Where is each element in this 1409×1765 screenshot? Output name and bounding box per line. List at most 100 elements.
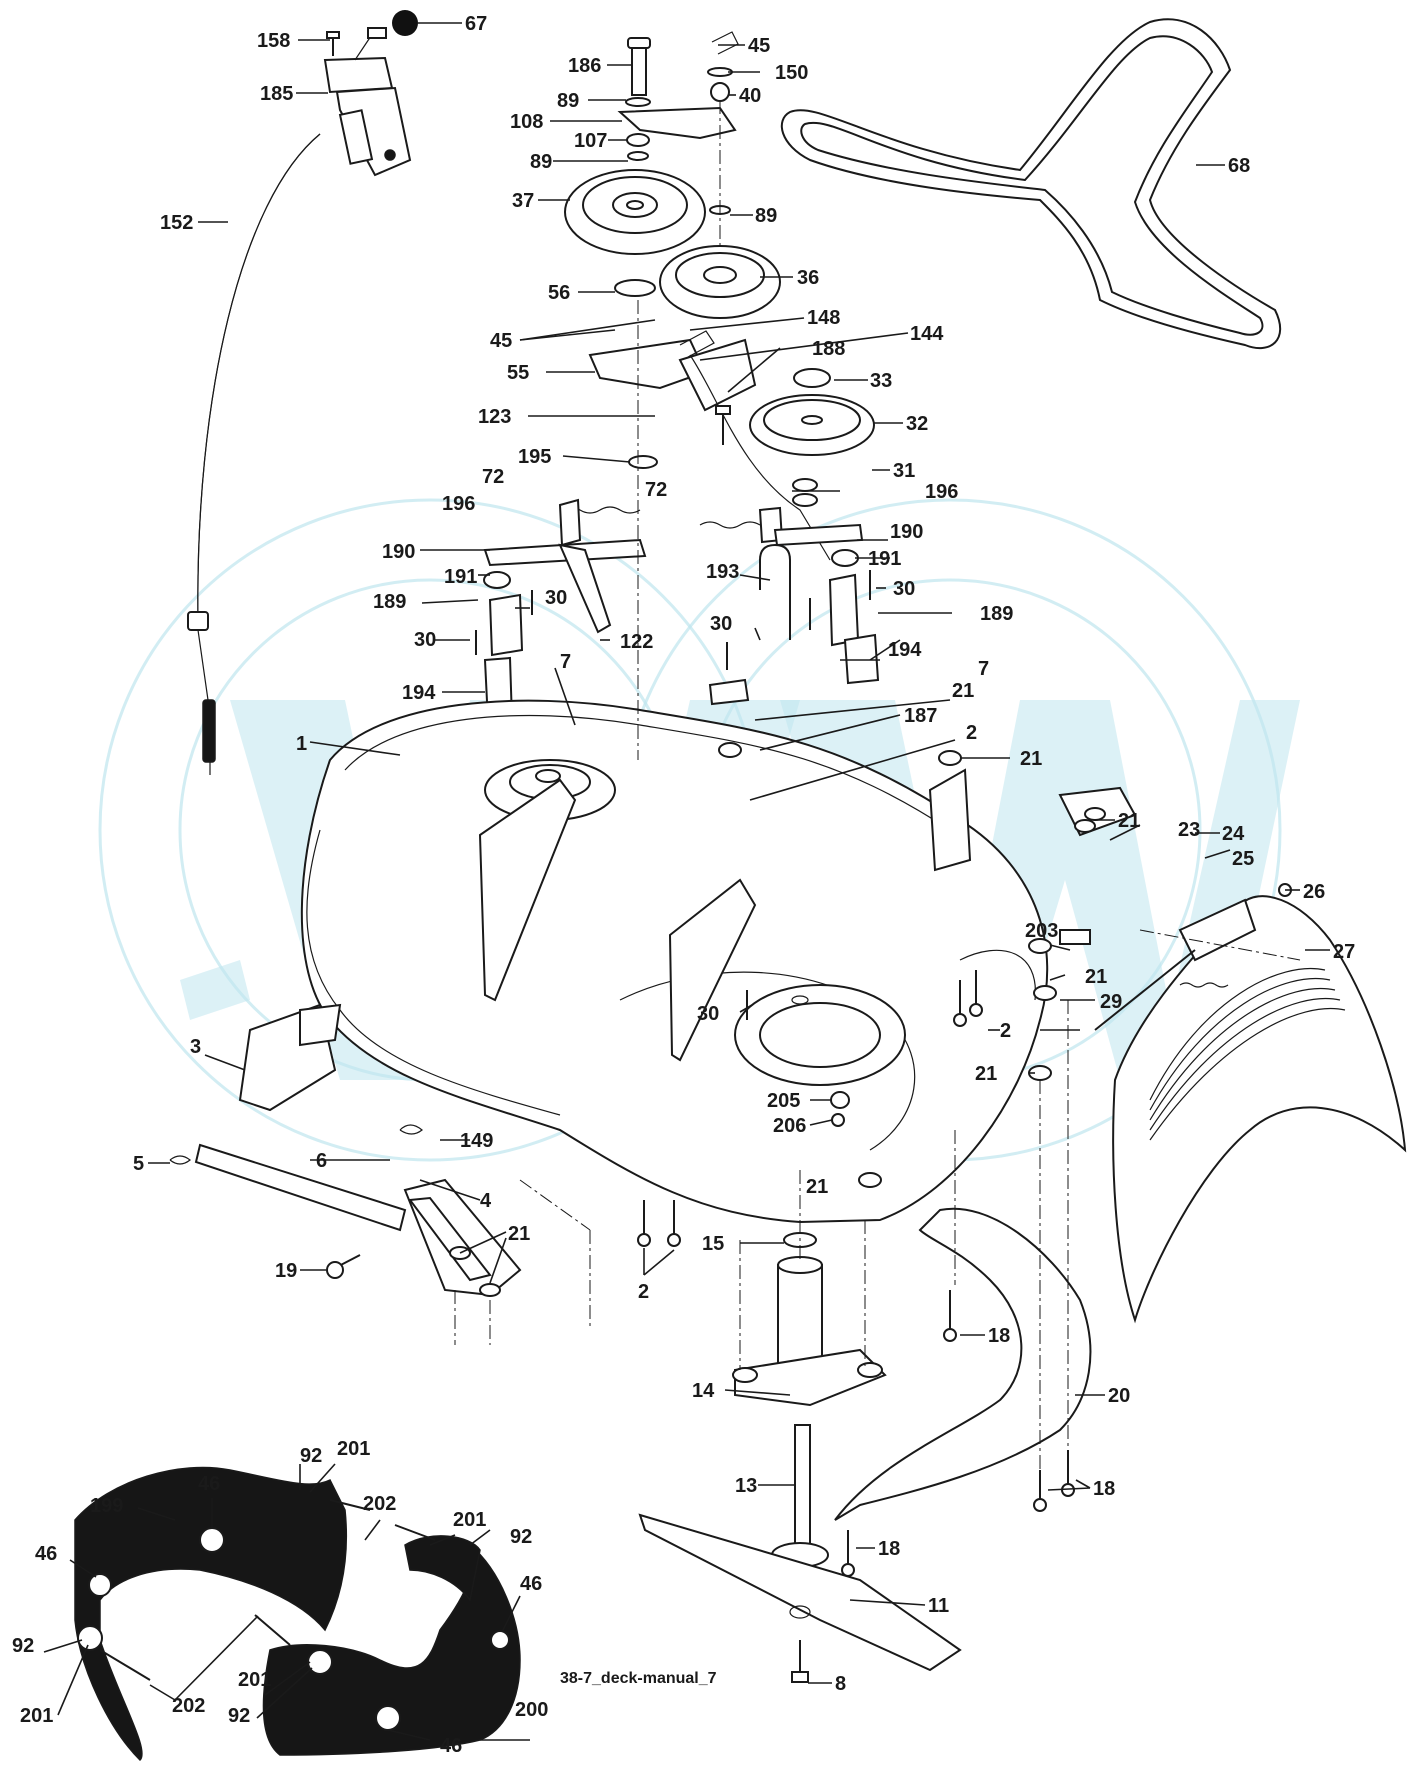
leader-lines: [43, 22, 1330, 1741]
callout-189: 189: [373, 591, 406, 613]
callout-25: 25: [1232, 848, 1254, 870]
callout-21: 21: [952, 680, 974, 702]
callout-201: 201: [20, 1705, 53, 1727]
callout-205: 205: [767, 1090, 800, 1112]
callout-89: 89: [530, 151, 552, 173]
callout-2: 2: [966, 722, 977, 744]
callout-24: 24: [1222, 823, 1245, 845]
callout-68: 68: [1228, 155, 1250, 177]
cable-152: [187, 133, 321, 775]
callout-92: 92: [12, 1635, 34, 1657]
callout-56: 56: [548, 282, 570, 304]
left-hitch-hardware: [169, 1003, 522, 1297]
callout-122: 122: [620, 631, 653, 653]
assembly-centerlines: [454, 100, 1301, 1470]
callout-32: 32: [906, 413, 928, 435]
callout-5: 5: [133, 1153, 144, 1175]
callout-7: 7: [978, 658, 989, 680]
callout-26: 26: [1303, 881, 1325, 903]
screw-158: [326, 31, 340, 56]
callout-190: 190: [382, 541, 415, 563]
callout-46: 46: [440, 1735, 462, 1757]
callout-191: 191: [868, 548, 901, 570]
callout-158: 158: [257, 30, 290, 52]
callout-46: 46: [35, 1543, 57, 1565]
callout-2: 2: [638, 1281, 649, 1303]
callout-23: 23: [1178, 819, 1200, 841]
callout-148: 148: [807, 307, 840, 329]
callout-37: 37: [512, 190, 534, 212]
callout-201: 201: [238, 1669, 271, 1691]
drawing-id-label: 38-7_deck-manual_7: [560, 1670, 717, 1687]
callout-195: 195: [518, 446, 551, 468]
callout-67: 67: [465, 13, 487, 35]
callout-92: 92: [510, 1526, 532, 1548]
callout-185: 185: [260, 83, 293, 105]
callout-4: 4: [480, 1190, 492, 1212]
callout-92: 92: [228, 1705, 250, 1727]
callout-18: 18: [1093, 1478, 1115, 1500]
callout-194: 194: [402, 682, 436, 704]
callout-196: 196: [925, 481, 958, 503]
callout-193: 193: [706, 561, 739, 583]
callout-191: 191: [444, 566, 477, 588]
callout-30: 30: [697, 1003, 719, 1025]
callout-72: 72: [482, 466, 504, 488]
callout-8: 8: [835, 1673, 846, 1695]
callout-14: 14: [692, 1380, 715, 1402]
callout-202: 202: [363, 1493, 396, 1515]
callout-123: 123: [478, 406, 511, 428]
callout-190: 190: [890, 521, 923, 543]
callout-2: 2: [1000, 1020, 1011, 1042]
tension-springs-and-arms: [483, 498, 880, 724]
callout-107: 107: [574, 130, 607, 152]
belt-guard-20: [834, 1207, 1092, 1521]
callout-31: 31: [893, 460, 915, 482]
callout-92: 92: [300, 1445, 322, 1467]
callout-89: 89: [755, 205, 777, 227]
callout-144: 144: [910, 323, 944, 345]
callout-55: 55: [507, 362, 529, 384]
callout-21: 21: [1118, 810, 1140, 832]
callout-189: 189: [980, 603, 1013, 625]
callout-203: 203: [1025, 920, 1058, 942]
callout-149: 149: [460, 1130, 493, 1152]
callout-21: 21: [1020, 748, 1042, 770]
callout-15: 15: [702, 1233, 724, 1255]
callout-20: 20: [1108, 1385, 1130, 1407]
callout-11: 11: [928, 1595, 949, 1617]
callout-30: 30: [710, 613, 732, 635]
callout-21: 21: [508, 1223, 530, 1245]
callout-202: 202: [172, 1695, 205, 1717]
callout-6: 6: [316, 1150, 327, 1172]
callout-201: 201: [453, 1509, 486, 1531]
drive-belt-68: [780, 18, 1282, 350]
callout-187: 187: [904, 705, 937, 727]
callout-19: 19: [275, 1260, 297, 1282]
callout-18: 18: [878, 1538, 900, 1560]
callout-30: 30: [414, 629, 436, 651]
callout-1: 1: [296, 733, 307, 755]
callout-21: 21: [806, 1176, 828, 1198]
callout-3: 3: [190, 1036, 201, 1058]
callout-45: 45: [490, 330, 512, 352]
callout-45: 45: [748, 35, 770, 57]
callout-7: 7: [560, 651, 571, 673]
callout-30: 30: [893, 578, 915, 600]
callout-152: 152: [160, 212, 193, 234]
control-bracket-185: [323, 27, 412, 177]
callout-33: 33: [870, 370, 892, 392]
callout-89: 89: [557, 90, 579, 112]
callout-186: 186: [568, 55, 601, 77]
callout-13: 13: [735, 1475, 757, 1497]
callout-36: 36: [797, 267, 819, 289]
callout-29: 29: [1100, 991, 1122, 1013]
callout-30: 30: [545, 587, 567, 609]
callout-196: 196: [442, 493, 475, 515]
callout-206: 206: [773, 1115, 806, 1137]
callout-72: 72: [645, 479, 667, 501]
discharge-chute-27: [1094, 883, 1407, 1324]
callout-18: 18: [988, 1325, 1010, 1347]
bolts-small-hardware: [475, 570, 1106, 1577]
